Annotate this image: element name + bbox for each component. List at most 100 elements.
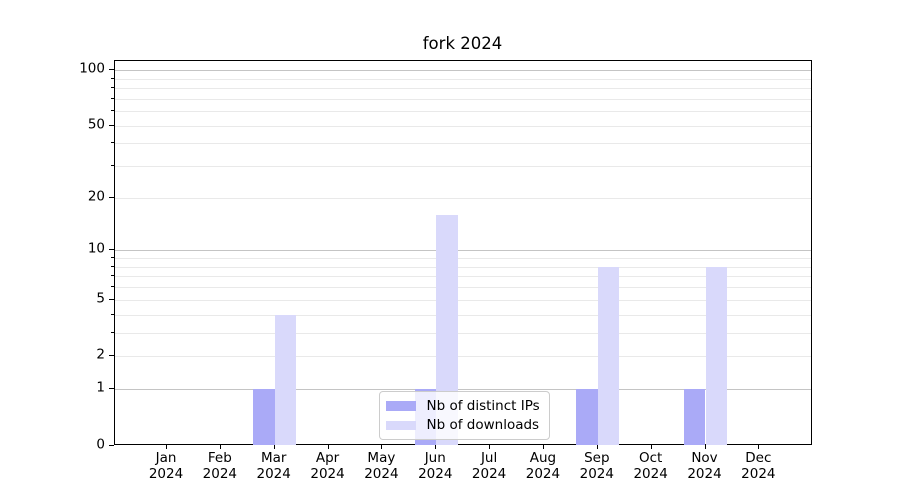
x-tick-label-month: Oct [638,449,663,466]
x-tick-label-month: Sep [584,449,610,466]
gridline-minor [114,356,811,358]
legend: Nb of distinct IPs Nb of downloads [378,391,550,440]
y-tick-label: 1 [96,379,105,396]
y-tick [109,196,114,198]
x-tick-label-year: 2024 [471,466,507,482]
y-minor-tick [111,313,114,315]
y-minor-tick [111,165,114,167]
x-tick-label: Feb 2024 [190,450,250,483]
x-tick-label: Aug 2024 [513,450,573,483]
y-minor-tick [111,110,114,112]
x-tick [381,444,383,449]
gridline-major [114,389,811,391]
gridlines-layer [114,61,811,444]
x-tick-label: Sep 2024 [567,450,627,483]
y-tick [109,298,114,300]
x-tick-label-year: 2024 [579,466,614,482]
bar-downloads [597,266,620,446]
x-tick [166,444,167,449]
x-tick-label-month: Jul [480,449,498,466]
x-tick [704,444,706,449]
x-tick [327,444,329,449]
x-tick-label-year: 2024 [202,466,238,482]
bar-distinct-ips [576,389,598,446]
gridline-minor [114,125,811,127]
gridline-minor [114,258,811,260]
x-tick-label-year: 2024 [364,466,399,482]
y-tick-label: 10 [87,240,105,257]
x-tick-label: Apr 2024 [298,450,358,483]
x-tick [273,444,275,449]
x-tick-label: Jul 2024 [459,450,519,483]
gridline-minor [114,98,811,100]
x-tick-label: Jun 2024 [405,450,465,483]
y-tick [109,69,114,71]
y-minor-tick [111,265,114,267]
y-minor-tick [111,331,114,333]
y-minor-tick [111,77,114,79]
x-tick-label: Oct 2024 [621,450,681,483]
y-tick-label: 20 [87,188,105,205]
gridline-minor [114,314,811,316]
x-tick-label: Dec 2024 [728,450,788,483]
gridline-minor [114,197,811,199]
legend-item-downloads: Nb of downloads [385,417,540,435]
x-tick [596,444,598,449]
chart-title: fork 2024 [422,34,503,53]
legend-label-downloads: Nb of downloads [426,417,540,434]
x-tick-label: Jan 2024 [136,450,196,483]
bar-downloads [274,314,297,446]
y-tick [109,355,114,357]
x-tick-label-month: Nov [691,449,718,466]
y-tick [109,249,114,251]
x-tick-label-month: Jan [155,449,177,466]
y-minor-tick [111,87,114,89]
gridline-minor [114,111,811,113]
gridline-minor [114,88,811,90]
x-tick-label-year: 2024 [148,466,184,482]
x-tick-label-month: Apr [315,449,340,466]
y-minor-tick [111,142,114,144]
gridline-major [114,70,811,72]
y-tick [109,388,114,390]
y-tick-label: 0 [96,436,105,452]
gridline-minor [114,78,811,80]
plot-area: Nb of distinct IPs Nb of downloads [113,60,812,446]
x-tick-label-month: Dec [745,449,772,466]
x-tick-label: May 2024 [351,450,411,483]
y-tick-label: 2 [96,346,105,363]
x-tick [650,444,652,449]
x-tick [542,444,544,449]
y-tick-label: 50 [87,116,105,133]
y-tick-label: 5 [96,290,105,307]
legend-swatch-downloads [385,420,416,430]
x-tick-label-month: Jun [424,449,446,466]
x-tick-label-year: 2024 [633,466,668,482]
y-minor-tick [111,275,114,277]
x-tick-label-month: Mar [260,449,287,466]
bar-distinct-ips [253,389,275,446]
x-tick [435,444,437,449]
x-tick-label-year: 2024 [687,466,722,482]
x-tick-label-year: 2024 [310,466,345,482]
gridline-major [114,250,811,252]
x-tick-label-year: 2024 [525,466,561,482]
x-tick-label: Nov 2024 [675,450,735,483]
gridline-minor [114,143,811,145]
x-tick-label: Mar 2024 [244,450,304,483]
gridline-minor [114,287,811,289]
y-minor-tick [111,257,114,259]
x-tick-label-month: Feb [207,449,232,466]
gridline-minor [114,166,811,168]
bar-downloads [436,215,458,446]
legend-swatch-distinct-ips [385,401,416,411]
x-tick-label-month: Aug [529,449,557,466]
gridline-minor [114,332,811,334]
x-tick-label-year: 2024 [256,466,291,482]
gridline-minor [114,266,811,268]
bar-downloads [705,266,728,446]
y-tick-label: 100 [79,60,105,77]
gridline-minor [114,276,811,278]
x-tick-label-month: May [367,449,396,466]
